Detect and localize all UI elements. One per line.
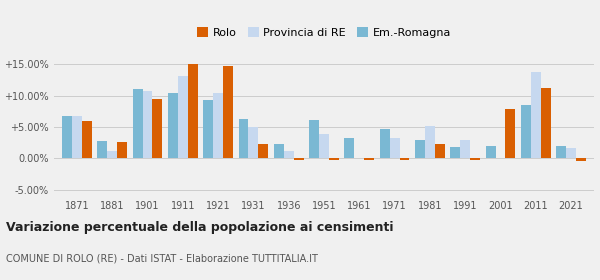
Bar bbox=[485, 146, 496, 158]
Bar bbox=[133, 89, 143, 158]
Bar bbox=[213, 93, 223, 158]
Bar bbox=[152, 99, 163, 158]
Text: COMUNE DI ROLO (RE) - Dati ISTAT - Elaborazione TUTTITALIA.IT: COMUNE DI ROLO (RE) - Dati ISTAT - Elabo… bbox=[6, 254, 318, 264]
Bar bbox=[400, 158, 409, 160]
Bar bbox=[274, 144, 284, 158]
Bar bbox=[344, 138, 355, 158]
Bar bbox=[566, 148, 576, 158]
Bar bbox=[293, 158, 304, 160]
Bar bbox=[259, 144, 268, 158]
Bar bbox=[556, 146, 566, 158]
Bar bbox=[82, 121, 92, 158]
Bar bbox=[62, 116, 72, 158]
Bar bbox=[435, 144, 445, 158]
Bar bbox=[576, 158, 586, 161]
Bar bbox=[203, 100, 213, 158]
Bar bbox=[415, 140, 425, 158]
Bar bbox=[319, 134, 329, 158]
Text: Variazione percentuale della popolazione ai censimenti: Variazione percentuale della popolazione… bbox=[6, 221, 394, 234]
Bar bbox=[380, 129, 389, 158]
Bar bbox=[188, 64, 197, 158]
Bar bbox=[451, 147, 460, 158]
Bar bbox=[541, 88, 551, 158]
Legend: Rolo, Provincia di RE, Em.-Romagna: Rolo, Provincia di RE, Em.-Romagna bbox=[193, 23, 455, 43]
Bar bbox=[389, 138, 400, 158]
Bar bbox=[97, 141, 107, 158]
Bar bbox=[505, 109, 515, 158]
Bar bbox=[117, 141, 127, 158]
Bar bbox=[239, 119, 248, 158]
Bar bbox=[168, 93, 178, 158]
Bar bbox=[284, 151, 293, 158]
Bar bbox=[143, 91, 152, 158]
Bar bbox=[531, 72, 541, 158]
Bar bbox=[364, 158, 374, 160]
Bar bbox=[72, 116, 82, 158]
Bar bbox=[223, 66, 233, 158]
Bar bbox=[329, 158, 339, 160]
Bar bbox=[309, 120, 319, 158]
Bar bbox=[248, 127, 259, 158]
Bar bbox=[521, 105, 531, 158]
Bar bbox=[178, 76, 188, 158]
Bar bbox=[460, 140, 470, 158]
Bar bbox=[470, 158, 480, 160]
Bar bbox=[107, 151, 117, 158]
Bar bbox=[425, 126, 435, 158]
